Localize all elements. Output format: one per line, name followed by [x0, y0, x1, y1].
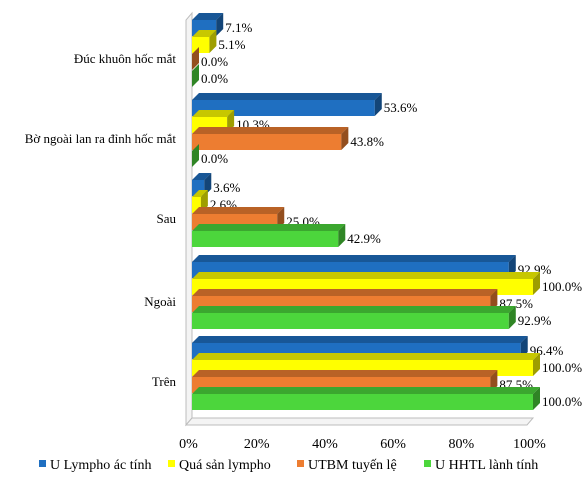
category-label: Trên: [152, 374, 177, 389]
bar-top: [192, 289, 497, 296]
data-label: 0.0%: [201, 54, 228, 69]
bar-top: [192, 387, 540, 394]
legend-label: U Lympho ác tính: [50, 458, 152, 473]
x-tick-label: 40%: [312, 437, 338, 452]
legend-swatch: [424, 460, 431, 467]
x-tick-label: 0%: [179, 437, 198, 452]
chart-floor: [186, 418, 533, 425]
category-label: Bờ ngoài lan ra đỉnh hốc mắt: [25, 131, 177, 146]
data-label: 0.0%: [201, 151, 228, 166]
data-label: 53.6%: [384, 100, 418, 115]
x-tick-label: 100%: [513, 437, 546, 452]
legend-label: UTBM tuyến lệ: [308, 458, 397, 473]
data-label: 0.0%: [201, 71, 228, 86]
bar-front: [192, 37, 209, 53]
bar-front: [192, 134, 341, 150]
bar-top: [192, 306, 516, 313]
bar-top: [192, 127, 348, 134]
bar-top: [192, 255, 516, 262]
bar-front: [192, 231, 338, 247]
bar-top: [192, 110, 234, 117]
data-label: 43.8%: [350, 134, 384, 149]
bar-top: [192, 207, 284, 214]
category-label: Ngoài: [144, 294, 176, 309]
x-tick-label: 20%: [244, 437, 270, 452]
bar-front: [192, 394, 533, 410]
data-label: 100.0%: [542, 394, 582, 409]
category-label: Đúc khuôn hốc mắt: [74, 51, 177, 66]
bar-top: [192, 224, 345, 231]
chart-side-wall: [186, 13, 192, 425]
category-label: Sau: [157, 211, 177, 226]
legend-label: Quá sản lympho: [179, 458, 271, 473]
data-label: 7.1%: [225, 20, 252, 35]
x-tick-label: 60%: [380, 437, 406, 452]
data-label: 5.1%: [218, 37, 245, 52]
x-tick-label: 80%: [448, 437, 474, 452]
bar-top: [192, 353, 540, 360]
bar-front: [192, 313, 509, 329]
data-label: 42.9%: [347, 231, 381, 246]
bar-top: [192, 272, 540, 279]
bar-top: [192, 336, 528, 343]
data-label: 3.6%: [213, 180, 240, 195]
legend-swatch: [168, 460, 175, 467]
data-label: 100.0%: [542, 360, 582, 375]
legend-swatch: [39, 460, 46, 467]
legend-label: U HHTL lành tính: [435, 458, 538, 473]
data-label: 100.0%: [542, 279, 582, 294]
bar-top: [192, 93, 382, 100]
legend-swatch: [297, 460, 304, 467]
data-label: 92.9%: [518, 313, 552, 328]
bar-top: [192, 370, 497, 377]
